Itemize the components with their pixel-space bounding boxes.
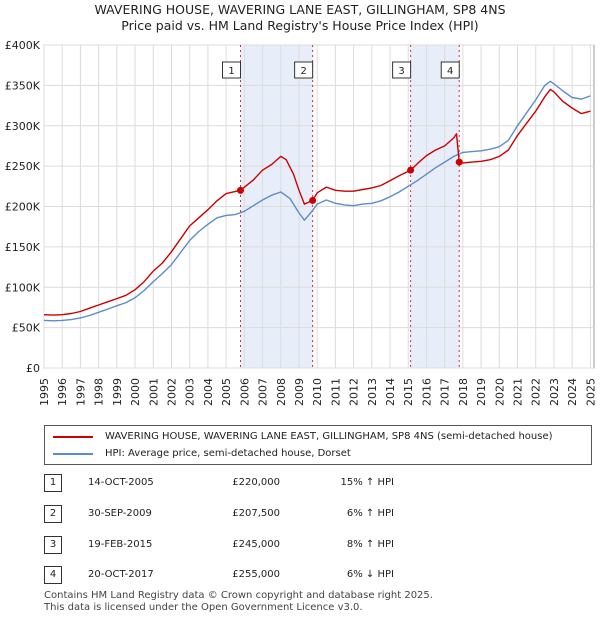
sale-price: £245,000	[232, 539, 280, 550]
sale-number-badge: 3	[44, 536, 62, 554]
price-chart: £0 £50K £100K £150K £200K £250K £300K £350K £400…	[5, 39, 598, 406]
chart-subtitle: Price paid vs. HM Land Registry's House …	[121, 18, 479, 33]
x-tick-label: 2018	[457, 378, 470, 406]
sale-hpi-diff: 6% ↑ HPI	[346, 508, 394, 519]
sale-date: 20-OCT-2017	[88, 569, 154, 580]
footer-license: This data is licensed under the Open Gov…	[44, 602, 363, 613]
x-tick-label: 2017	[439, 378, 452, 406]
x-tick-label: 2005	[220, 378, 233, 406]
x-tick-label: 2008	[275, 378, 288, 406]
legend: WAVERING HOUSE, WAVERING LANE EAST, GILL…	[44, 425, 592, 465]
sale-marker-box	[440, 61, 460, 79]
sale-price: £207,500	[232, 508, 280, 519]
x-tick-label: 2000	[129, 378, 142, 406]
x-tick-label: 2022	[530, 378, 543, 406]
x-tick-label: 2020	[493, 378, 506, 406]
sale-point	[455, 158, 463, 166]
x-tick-label: 1997	[74, 378, 87, 406]
x-tick-label: 2014	[384, 378, 397, 406]
sale-price: £255,000	[232, 569, 280, 580]
x-tick-label: 2015	[402, 378, 415, 406]
sale-point	[309, 196, 317, 204]
sale-marker-label: 4	[447, 66, 453, 77]
x-tick-label: 2013	[366, 378, 379, 406]
x-tick-label: 2016	[420, 378, 433, 406]
legend-swatch-hpi	[53, 453, 93, 455]
sale-marker-label: 2	[300, 66, 306, 77]
y-tick-label: £350K	[5, 79, 41, 92]
x-tick-label: 2007	[257, 378, 270, 406]
x-tick-label: 2001	[147, 378, 160, 406]
sale-number-badge: 2	[44, 505, 62, 523]
y-tick-label: £200K	[5, 201, 41, 214]
x-tick-label: 2012	[348, 378, 361, 406]
x-tick-label: 2025	[584, 378, 597, 406]
sale-point	[407, 166, 415, 174]
sale-marker-box	[294, 61, 314, 79]
x-tick-label: 2023	[548, 378, 561, 406]
sale-marker-box	[392, 61, 412, 79]
sale-marker-label: 1	[228, 66, 234, 77]
series-line-property	[43, 88, 591, 316]
sale-row: 2 30-SEP-2009 £207,500 6% ↑ HPI	[44, 505, 600, 525]
y-tick-label: £50K	[12, 322, 41, 335]
legend-swatch-property	[53, 436, 93, 438]
sale-date: 30-SEP-2009	[88, 508, 152, 519]
x-tick-label: 2024	[566, 378, 579, 406]
sale-hpi-diff: 15% ↑ HPI	[340, 477, 394, 488]
x-tick-label: 1999	[111, 378, 124, 406]
x-tick-label: 2004	[202, 378, 215, 406]
x-tick-label: 1998	[93, 378, 106, 406]
x-tick-label: 1996	[56, 378, 69, 406]
x-tick-label: 2002	[165, 378, 178, 406]
sale-date: 14-OCT-2005	[88, 477, 154, 488]
x-tick-label: 2006	[238, 378, 251, 406]
sale-number-badge: 1	[44, 474, 62, 492]
sale-hpi-diff: 6% ↓ HPI	[346, 569, 394, 580]
sale-row: 4 20-OCT-2017 £255,000 6% ↓ HPI	[44, 566, 600, 586]
sale-point	[237, 186, 245, 194]
x-tick-label: 2021	[512, 378, 525, 406]
x-tick-label: 2011	[329, 378, 342, 406]
y-tick-label: £100K	[5, 281, 41, 294]
x-tick-label: 2010	[311, 378, 324, 406]
x-tick-label: 2019	[475, 378, 488, 406]
y-tick-label: £400K	[5, 39, 41, 52]
sale-marker-label: 3	[398, 66, 404, 77]
x-tick-label: 2009	[293, 378, 306, 406]
sale-row: 1 14-OCT-2005 £220,000 15% ↑ HPI	[44, 474, 600, 494]
x-tick-label: 1995	[38, 378, 51, 406]
series-line-hpi	[43, 80, 591, 322]
footer-copyright: Contains HM Land Registry data © Crown c…	[44, 590, 433, 601]
sale-row: 3 19-FEB-2015 £245,000 8% ↑ HPI	[44, 536, 600, 556]
legend-label-hpi: HPI: Average price, semi-detached house,…	[105, 448, 351, 459]
legend-label-property: WAVERING HOUSE, WAVERING LANE EAST, GILL…	[105, 431, 553, 442]
y-tick-label: £0	[26, 362, 40, 375]
chart-title: WAVERING HOUSE, WAVERING LANE EAST, GILL…	[94, 2, 506, 17]
y-tick-label: £250K	[5, 160, 41, 173]
sale-date: 19-FEB-2015	[88, 539, 153, 550]
sale-marker-box	[222, 61, 242, 79]
sale-price: £220,000	[232, 477, 280, 488]
y-tick-label: £300K	[5, 120, 41, 133]
sale-hpi-diff: 8% ↑ HPI	[346, 539, 394, 550]
y-tick-label: £150K	[5, 241, 41, 254]
x-tick-label: 2003	[184, 378, 197, 406]
sale-number-badge: 4	[44, 566, 62, 584]
